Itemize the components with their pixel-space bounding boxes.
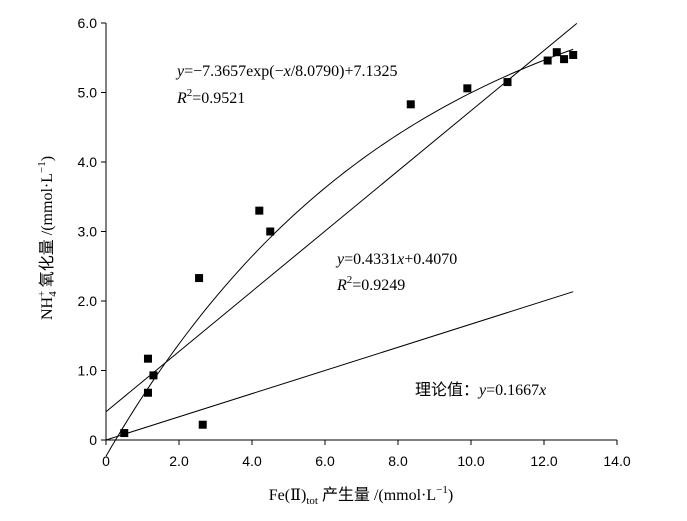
ylabel-middle: 氧化量 /(mmol·L: [38, 173, 56, 291]
linear-equation: y=0.4331x+0.4070: [335, 251, 457, 268]
data-point: [406, 100, 415, 109]
linear-r2: R2=0.9249: [336, 274, 405, 294]
data-point: [266, 227, 275, 236]
x-tick-label: 10.0: [457, 453, 484, 469]
xlabel-suffix: ): [448, 487, 453, 504]
x-tick-label: 4.0: [242, 453, 262, 469]
x-tick-label: 8.0: [388, 453, 408, 469]
data-point: [198, 420, 207, 429]
y-tick-label: 2.0: [78, 293, 98, 309]
theo-label-x: x: [538, 382, 546, 399]
data-points: [120, 48, 578, 438]
y-tick-label: 5.0: [78, 85, 98, 101]
theo-label-y: y: [477, 382, 487, 399]
data-point: [149, 371, 158, 380]
lin-r2-label: R: [336, 277, 347, 294]
lin-r2-value: =0.9249: [352, 277, 405, 294]
y-tick-label: 3.0: [78, 224, 98, 240]
lin-eq-body: =0.4331: [344, 251, 397, 268]
data-point: [503, 78, 512, 87]
lin-eq-tail: +0.4070: [404, 251, 457, 268]
exp-eq-x: x: [283, 63, 291, 80]
ylabel-suffix: ): [39, 156, 56, 161]
exp-r2-value: =0.9521: [192, 90, 245, 107]
theo-label-body: =0.1667: [486, 382, 539, 399]
x-tick-label: 2.0: [169, 453, 189, 469]
data-point: [255, 206, 264, 215]
data-point: [560, 55, 569, 64]
xlabel-middle: 产生量 /(mmol·L: [318, 486, 436, 504]
xlabel-superscript: −1: [436, 484, 448, 496]
data-point: [195, 274, 204, 283]
exp-eq-y: y: [175, 63, 185, 80]
data-point: [569, 50, 578, 59]
exp-r2-label: R: [176, 90, 187, 107]
exp-eq-body: =−7.3657exp(−: [184, 63, 284, 80]
theo-label-text: 理论值：: [415, 381, 479, 399]
y-tick-label: 6.0: [78, 15, 98, 31]
x-axis-title: Fe(Ⅱ)tot 产生量 /(mmol·L−1): [269, 484, 453, 507]
ylabel-subscript: 4: [47, 291, 59, 297]
theoretical-label: 理论值：y=0.1667x: [415, 381, 546, 399]
lin-r2-sup: 2: [347, 274, 353, 286]
x-tick-label: 0: [102, 453, 110, 469]
y-tick-label: 1.0: [78, 363, 98, 379]
lin-eq-y: y: [335, 251, 345, 268]
data-point: [120, 429, 129, 438]
y-tick-label: 4.0: [78, 154, 98, 170]
y-ticks: 0 1.0 2.0 3.0 4.0 5.0 6.0: [78, 15, 106, 448]
exponential-r2: R2=0.9521: [176, 87, 245, 107]
data-point: [143, 388, 152, 397]
data-point: [543, 56, 552, 65]
data-point: [463, 84, 472, 93]
y-axis-title: NH+4 氧化量 /(mmol·L−1): [36, 156, 59, 320]
x-tick-label: 14.0: [603, 453, 630, 469]
exp-r2-sup: 2: [187, 87, 193, 99]
ylabel-superscript: +: [36, 291, 48, 297]
data-point: [143, 354, 152, 363]
theoretical-line: [105, 291, 574, 441]
exponential-equation: y=−7.3657exp(−x/8.0790)+7.1325: [175, 63, 398, 80]
x-ticks: 0 2.0 4.0 6.0 8.0 10.0 12.0 14.0: [102, 440, 631, 469]
xlabel-subscript: tot: [306, 495, 318, 507]
y-tick-label: 0: [89, 432, 97, 448]
data-point: [552, 48, 561, 57]
x-tick-label: 6.0: [315, 453, 335, 469]
ylabel-superscript2: −1: [36, 161, 48, 173]
exponential-fit-curve: [105, 48, 574, 457]
linear-fit-line: [105, 23, 578, 413]
exp-eq-tail: /8.0790)+7.1325: [291, 63, 398, 80]
x-tick-label: 12.0: [530, 453, 557, 469]
lin-eq-x: x: [396, 251, 404, 268]
ylabel-prefix: NH: [39, 296, 56, 320]
xlabel-prefix: Fe(Ⅱ): [269, 487, 307, 504]
